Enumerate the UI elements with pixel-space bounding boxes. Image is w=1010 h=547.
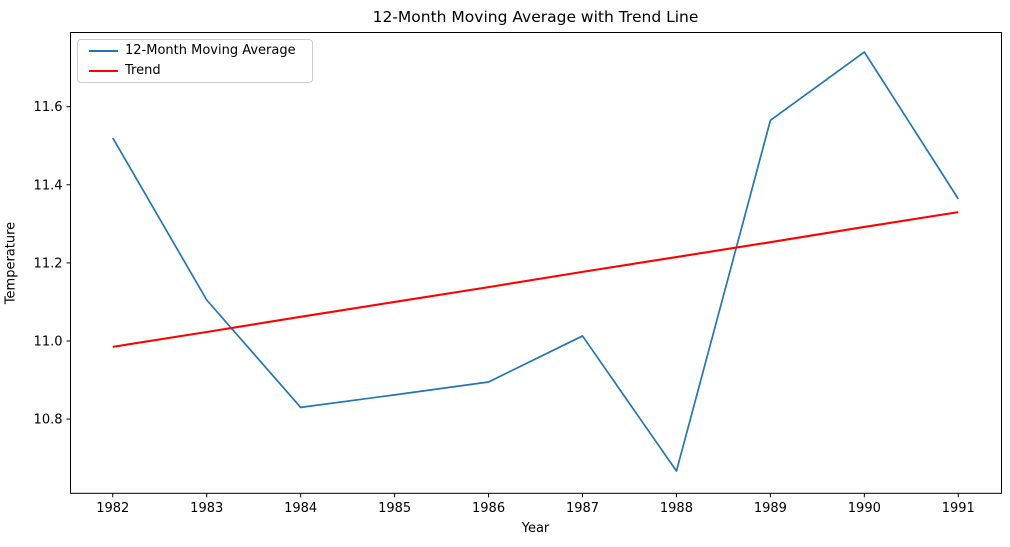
x-tick-label: 1990 xyxy=(848,501,881,516)
series-line-12-month-moving-average xyxy=(112,51,960,472)
x-tick-label: 1991 xyxy=(942,501,975,516)
legend-item-trend: Trend xyxy=(89,61,304,81)
x-axis-label: Year xyxy=(521,521,550,536)
x-tick-label: 1987 xyxy=(566,501,599,516)
chart-title: 12-Month Moving Average with Trend Line xyxy=(372,8,699,26)
x-tick-label: 1988 xyxy=(660,501,693,516)
y-tick-label: 11.2 xyxy=(34,256,63,271)
axes-frame xyxy=(70,32,1002,494)
x-tick-label: 1985 xyxy=(378,501,411,516)
x-tick-label: 1983 xyxy=(190,501,223,516)
y-tick-label: 11.6 xyxy=(34,100,63,115)
legend-label-trend: Trend xyxy=(125,63,161,78)
legend-line-sample-trend xyxy=(89,69,118,73)
x-tick-label: 1982 xyxy=(96,501,129,516)
y-tick-label: 11.0 xyxy=(34,335,63,350)
x-tick-label: 1984 xyxy=(284,501,317,516)
y-axis-label: Temperature xyxy=(3,221,19,305)
series-line-trend xyxy=(112,211,959,348)
legend-item-moving-average: 12-Month Moving Average xyxy=(89,41,304,61)
legend-line-sample-moving-average xyxy=(89,50,118,52)
legend-label-moving-average: 12-Month Moving Average xyxy=(125,43,296,58)
x-tick-label: 1989 xyxy=(754,501,787,516)
y-tick-label: 11.4 xyxy=(34,178,63,193)
y-tick-label: 10.8 xyxy=(34,413,63,428)
legend-box: 12-Month Moving Average Trend xyxy=(77,39,313,83)
x-tick-label: 1986 xyxy=(472,501,505,516)
